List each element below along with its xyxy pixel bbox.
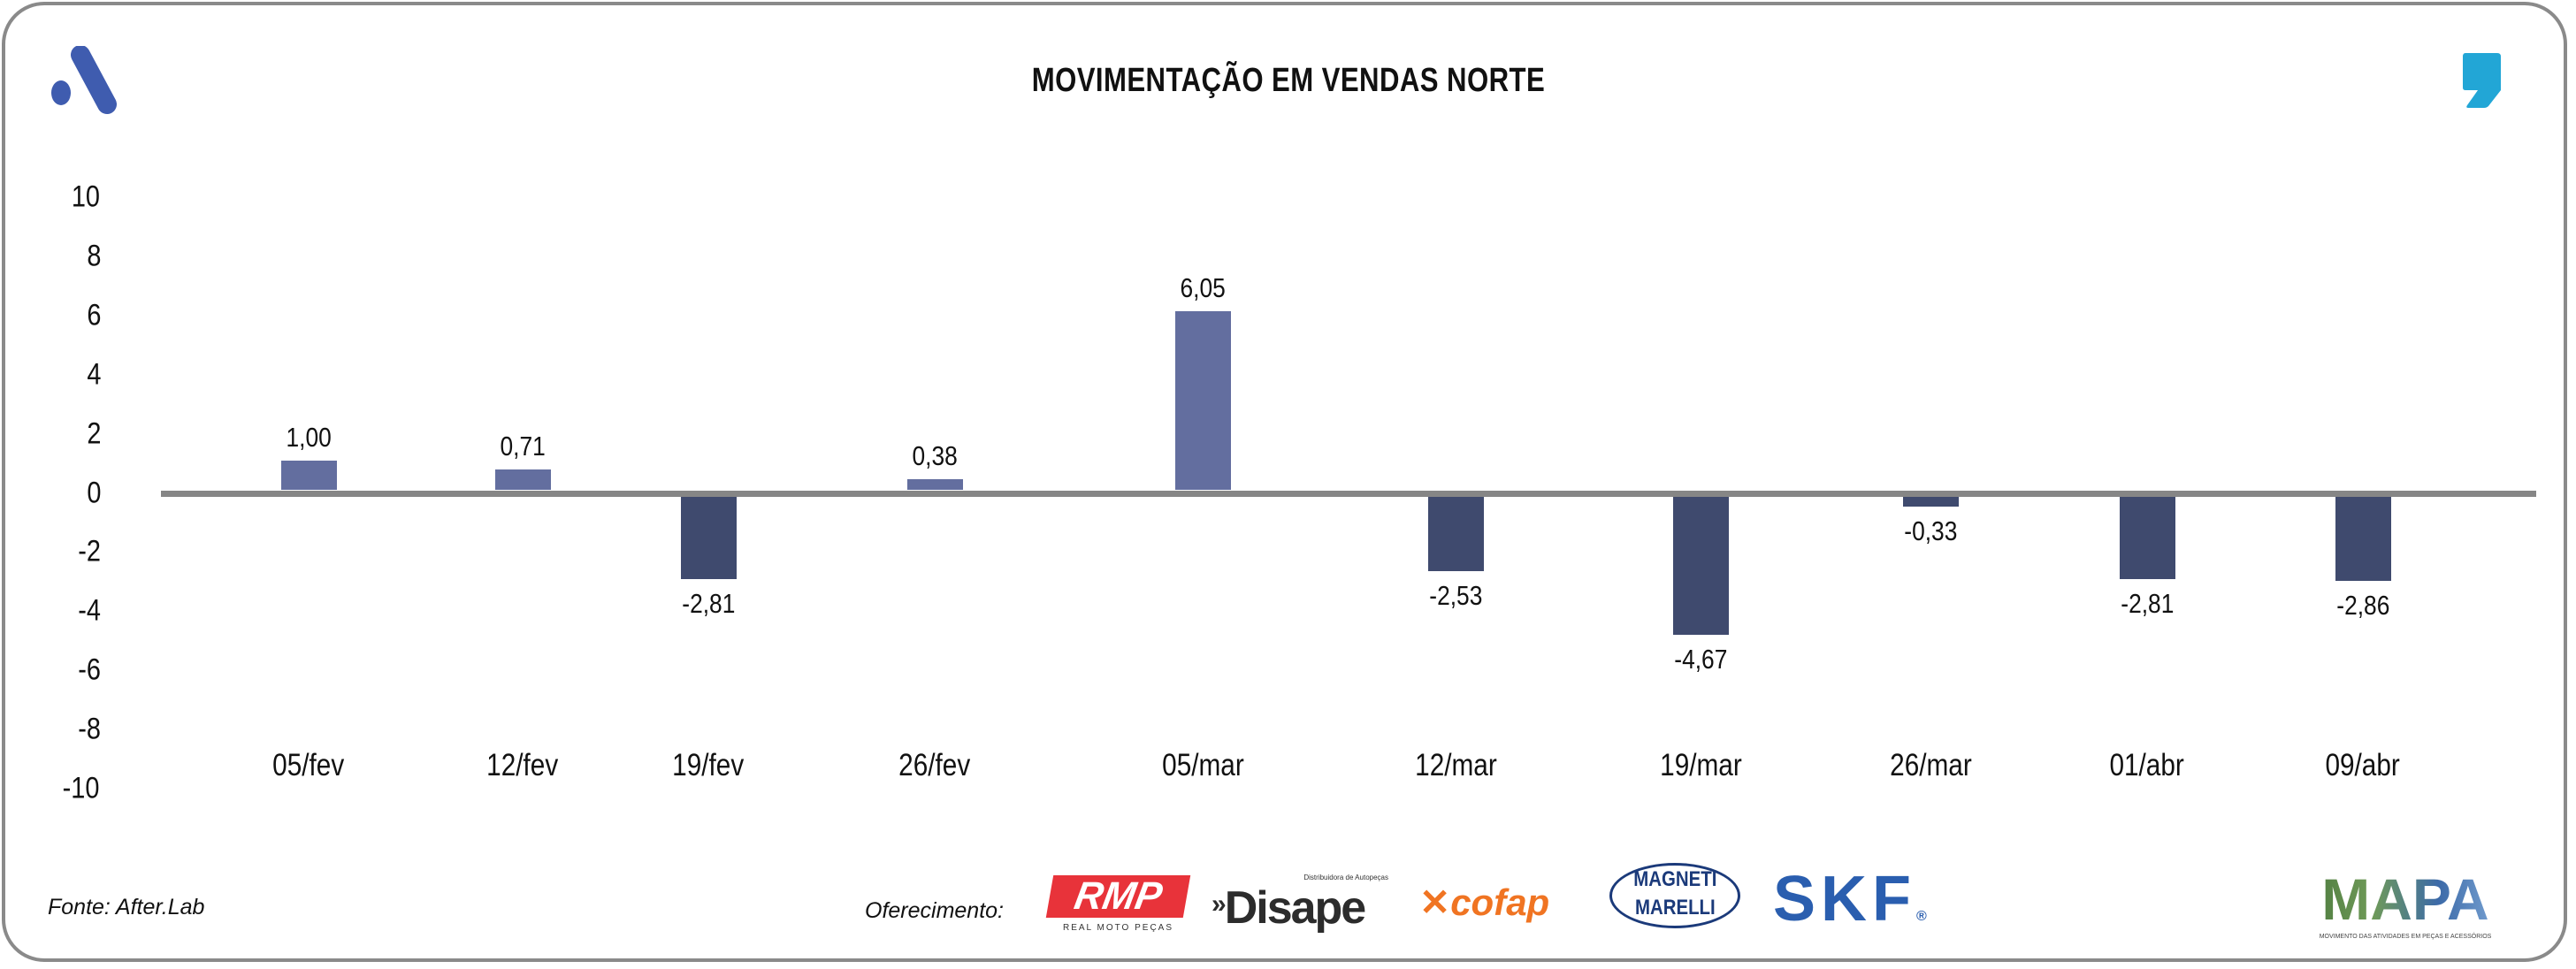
bar-26/fev: [907, 478, 963, 491]
y-tick-label: 0: [87, 476, 102, 509]
bar-05/fev: [281, 461, 337, 491]
mapa-logo-text: MAPA: [2306, 870, 2504, 928]
data-label: -2,53: [1428, 580, 1483, 612]
x-tick-label: 09/abr: [2325, 748, 2401, 782]
bar-19/fev: [681, 496, 737, 580]
bar-12/fev: [495, 469, 551, 491]
y-tick-label: 4: [87, 357, 102, 392]
cofap-logo: ✕ cofap: [1419, 881, 1596, 924]
cofap-x-icon: ✕: [1419, 881, 1451, 923]
x-tick-label: 05/fev: [272, 748, 345, 782]
x-tick-label: 01/abr: [2109, 748, 2185, 782]
disape-logo-text: Disape: [1224, 882, 1367, 934]
y-tick-label: -2: [78, 534, 101, 568]
disape-logo: Distribuidora de Autopeças »Disape: [1212, 874, 1388, 934]
cofap-logo-text: cofap: [1450, 881, 1550, 923]
quote-icon: [2463, 53, 2501, 108]
source-note: Fonte: After.Lab: [48, 895, 205, 919]
y-tick-label: 10: [72, 179, 101, 214]
afterlab-logo-icon: [51, 46, 117, 114]
data-label: 6,05: [1180, 272, 1226, 304]
bar-05/mar: [1175, 311, 1231, 491]
skf-logo-text: SKF: [1773, 864, 1916, 935]
x-tick-label: 26/mar: [1889, 748, 1972, 782]
magneti-text: MAGNETI: [1632, 867, 1717, 891]
data-label: -2,86: [2335, 590, 2390, 622]
zero-axis-line: [161, 490, 2536, 497]
x-tick-label: 26/fev: [898, 748, 971, 782]
bar-26/mar: [1903, 496, 1959, 507]
disape-logo-subtitle: Distribuidora de Autopeças: [1303, 874, 1388, 881]
data-label: -2,81: [681, 588, 736, 620]
sponsor-label: Oferecimento:: [865, 898, 1005, 923]
rmp-logo: RMP REAL MOTO PEÇAS: [1045, 874, 1191, 933]
y-tick-label: 8: [87, 239, 102, 273]
y-tick-label: -8: [78, 712, 101, 746]
data-label: -4,67: [1673, 643, 1728, 675]
y-tick-label: -6: [78, 652, 101, 687]
magneti-marelli-logo: MAGNETI MARELLI: [1609, 863, 1740, 928]
x-tick-label: 12/fev: [486, 748, 559, 782]
marelli-text: MARELLI: [1634, 896, 1716, 919]
x-tick-label: 12/mar: [1414, 748, 1497, 782]
data-label: 0,38: [912, 439, 958, 471]
x-tick-label: 19/mar: [1659, 748, 1742, 782]
bar-01/abr: [2120, 496, 2175, 580]
x-tick-label: 19/fev: [672, 748, 745, 782]
mapa-logo-subtitle: MOVIMENTO DAS ATIVIDADES EM PEÇAS E ACES…: [2319, 934, 2492, 940]
data-label: 1,00: [286, 422, 332, 454]
skf-logo: SKF®: [1773, 864, 1927, 935]
mapa-logo: MAPA MOVIMENTO DAS ATIVIDADES EM PEÇAS E…: [2306, 870, 2504, 940]
bar-12/mar: [1428, 496, 1484, 572]
x-tick-label: 05/mar: [1161, 748, 1244, 782]
bar-19/mar: [1673, 496, 1729, 635]
bar-09/abr: [2335, 496, 2391, 582]
chart-title: MOVIMENTAÇÃO EM VENDAS NORTE: [1031, 62, 1545, 99]
y-tick-label: 6: [87, 298, 102, 332]
y-tick-label: -4: [78, 593, 101, 628]
rmp-logo-subtitle: REAL MOTO PEÇAS: [1062, 923, 1174, 933]
y-tick-label: -10: [62, 771, 100, 805]
data-label: 0,71: [500, 430, 546, 462]
data-label: -2,81: [2120, 588, 2175, 620]
y-tick-label: 2: [87, 416, 102, 451]
rmp-logo-text: RMP: [1045, 874, 1191, 918]
data-label: -0,33: [1903, 515, 1958, 546]
